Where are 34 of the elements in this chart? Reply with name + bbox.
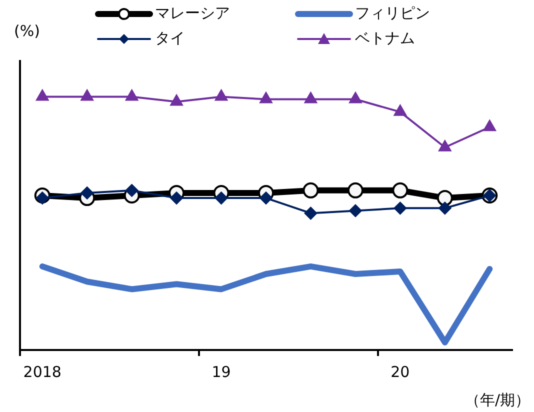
point [170,192,184,205]
point [259,92,273,104]
point [302,182,319,198]
x-tick-label: 20 [390,362,410,381]
point [304,92,318,104]
point [348,92,362,104]
point [36,192,49,205]
legend-label: マレーシア [155,4,230,23]
point [394,202,407,215]
point [80,89,94,101]
point [214,192,228,205]
point [36,89,49,101]
legend-label: フィリピン [355,4,430,23]
point [392,182,408,198]
point [125,89,138,101]
point [438,140,452,152]
y-axis-title: (%) [14,22,40,40]
legend-label: タイ [155,29,185,48]
point [483,120,496,132]
point [436,190,453,206]
x-tick-label: 2018 [23,362,62,381]
point [170,94,184,106]
point [347,182,364,198]
point [348,204,362,218]
point [260,192,272,205]
point [80,186,94,200]
point [125,184,138,197]
point [438,202,452,215]
point [394,104,407,116]
point [304,206,318,220]
point [214,89,228,101]
x-axis-title: （年/期） [464,391,530,410]
legend-label: ベトナム [355,29,415,48]
x-tick-label: 19 [212,362,231,381]
